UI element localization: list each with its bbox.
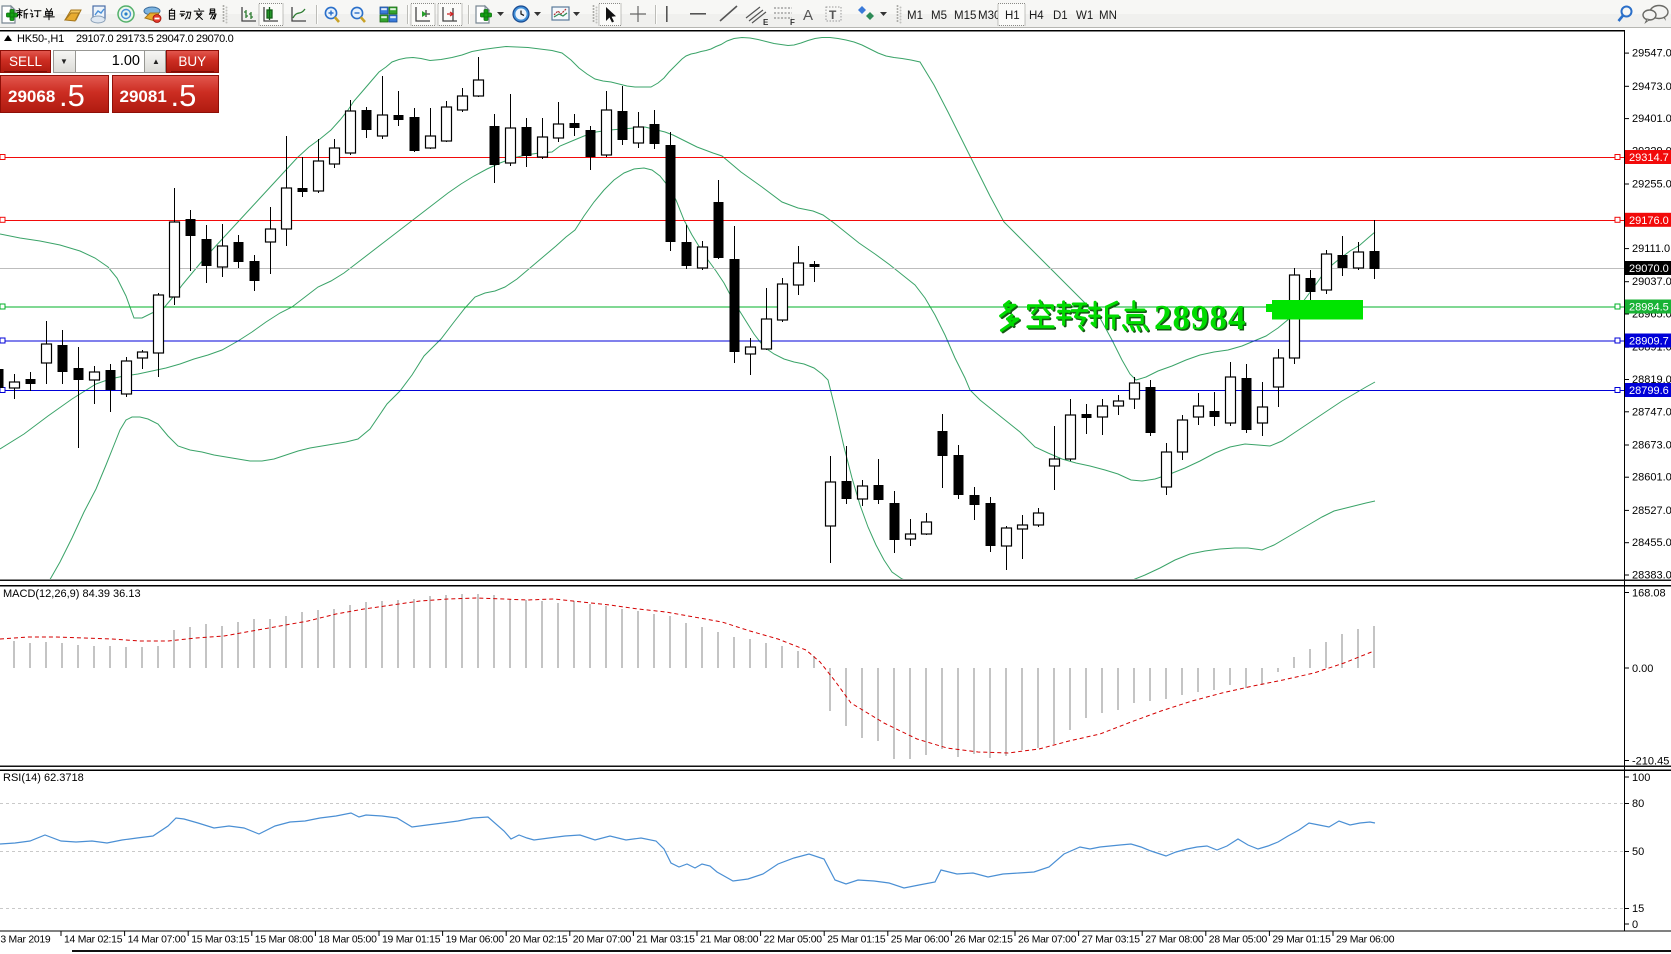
svg-text:28455.0: 28455.0	[1632, 537, 1671, 549]
svg-text:80: 80	[1632, 798, 1644, 810]
svg-text:E: E	[763, 18, 769, 27]
svg-text:28909.7: 28909.7	[1629, 336, 1669, 348]
svg-text:19 Mar 01:15: 19 Mar 01:15	[382, 935, 441, 946]
svg-text:28747.0: 28747.0	[1632, 406, 1671, 418]
svg-text:H1: H1	[1005, 10, 1020, 22]
svg-text:M15: M15	[954, 10, 976, 22]
svg-text:T: T	[829, 8, 837, 22]
svg-text:28601.0: 28601.0	[1632, 472, 1671, 484]
svg-text:28527.0: 28527.0	[1632, 505, 1671, 517]
svg-text:29255.0: 29255.0	[1632, 179, 1671, 191]
svg-text:F: F	[790, 18, 795, 27]
svg-text:25 Mar 01:15: 25 Mar 01:15	[827, 935, 886, 946]
svg-text:3 Mar 2019: 3 Mar 2019	[0, 935, 51, 946]
svg-text:15: 15	[1632, 903, 1644, 915]
svg-text:19 Mar 06:00: 19 Mar 06:00	[446, 935, 505, 946]
svg-text:22 Mar 05:00: 22 Mar 05:00	[764, 935, 823, 946]
svg-text:M1: M1	[907, 10, 923, 22]
svg-text:21 Mar 08:00: 21 Mar 08:00	[700, 935, 759, 946]
svg-text:21 Mar 03:15: 21 Mar 03:15	[636, 935, 695, 946]
svg-text:27 Mar 03:15: 27 Mar 03:15	[1082, 935, 1141, 946]
svg-text:28799.6: 28799.6	[1629, 385, 1669, 397]
svg-text:-210.45: -210.45	[1632, 756, 1669, 768]
svg-text:26 Mar 02:15: 26 Mar 02:15	[954, 935, 1013, 946]
svg-text:29107.0 29173.5 29047.0 29070.: 29107.0 29173.5 29047.0 29070.0	[76, 33, 234, 45]
svg-text:H4: H4	[1029, 10, 1044, 22]
svg-text:14 Mar 07:00: 14 Mar 07:00	[128, 935, 187, 946]
svg-text:29547.0: 29547.0	[1632, 48, 1671, 60]
svg-text:29037.0: 29037.0	[1632, 276, 1671, 288]
svg-text:50: 50	[1632, 846, 1644, 858]
svg-text:28383.0: 28383.0	[1632, 570, 1671, 582]
svg-text:29 Mar 01:15: 29 Mar 01:15	[1272, 935, 1331, 946]
svg-text:26 Mar 07:00: 26 Mar 07:00	[1018, 935, 1077, 946]
svg-text:HK50-,H1: HK50-,H1	[17, 33, 64, 45]
svg-text:28 Mar 05:00: 28 Mar 05:00	[1209, 935, 1268, 946]
svg-text:27 Mar 08:00: 27 Mar 08:00	[1145, 935, 1204, 946]
svg-text:15 Mar 03:15: 15 Mar 03:15	[191, 935, 250, 946]
svg-text:29314.7: 29314.7	[1629, 152, 1669, 164]
svg-text:MN: MN	[1099, 10, 1117, 22]
svg-text:28984: 28984	[1156, 300, 1249, 339]
svg-text:20 Mar 07:00: 20 Mar 07:00	[573, 935, 632, 946]
svg-text:28984.5: 28984.5	[1629, 302, 1669, 314]
svg-text:W1: W1	[1076, 10, 1093, 22]
svg-text:A: A	[803, 7, 813, 24]
svg-text:29176.0: 29176.0	[1629, 215, 1669, 227]
svg-text:29070.0: 29070.0	[1629, 263, 1669, 275]
svg-text:15 Mar 08:00: 15 Mar 08:00	[255, 935, 314, 946]
svg-text:M30: M30	[978, 10, 1000, 22]
svg-text:0: 0	[1632, 919, 1638, 931]
svg-text:29401.0: 29401.0	[1632, 113, 1671, 125]
svg-text:0.00: 0.00	[1632, 663, 1653, 675]
svg-text:20 Mar 02:15: 20 Mar 02:15	[509, 935, 568, 946]
svg-text:14 Mar 02:15: 14 Mar 02:15	[64, 935, 123, 946]
svg-text:29 Mar 06:00: 29 Mar 06:00	[1336, 935, 1395, 946]
svg-text:RSI(14) 62.3718: RSI(14) 62.3718	[3, 772, 84, 784]
svg-text:29111.0: 29111.0	[1632, 243, 1670, 255]
svg-text:MACD(12,26,9) 84.39 36.13: MACD(12,26,9) 84.39 36.13	[3, 588, 141, 600]
svg-text:18 Mar 05:00: 18 Mar 05:00	[318, 935, 377, 946]
svg-text:28673.0: 28673.0	[1632, 440, 1671, 452]
svg-text:25 Mar 06:00: 25 Mar 06:00	[891, 935, 950, 946]
svg-text:168.08: 168.08	[1632, 588, 1666, 600]
svg-text:28984: 28984	[1154, 298, 1247, 337]
svg-text:100: 100	[1632, 772, 1650, 784]
svg-text:D1: D1	[1053, 10, 1068, 22]
svg-text:M5: M5	[931, 10, 947, 22]
svg-text:29473.0: 29473.0	[1632, 81, 1671, 93]
